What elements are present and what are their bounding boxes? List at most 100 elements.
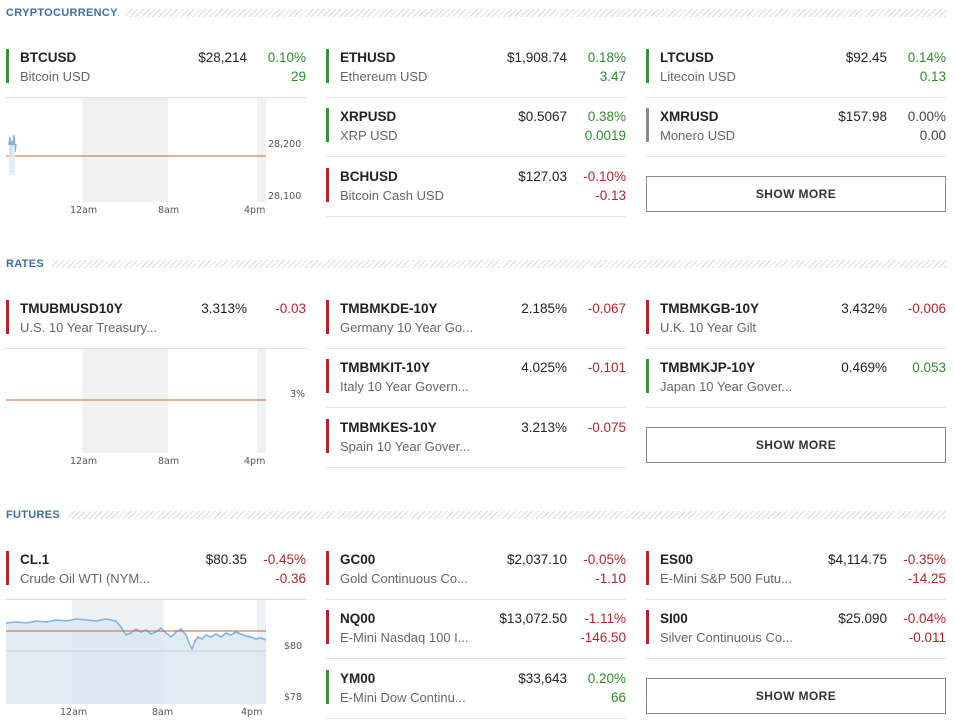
quote-row[interactable]: NQ00 E-Mini Nasdaq 100 I... $13,072.50 -… [326, 605, 626, 659]
crypto-mini-chart: 28,200 28,100 12am 8am 4pm [6, 97, 306, 219]
section-header-futures: FUTURES [6, 508, 946, 522]
quote-symbol[interactable]: TMBMKIT-10Y [340, 360, 431, 375]
quote-name: Italy 10 Year Govern... [340, 379, 469, 394]
y-tick-label: $78 [284, 692, 302, 703]
quote-percent-change: -0.10% [583, 169, 626, 184]
quote-name: Germany 10 Year Go... [340, 320, 473, 335]
quote-name: U.S. 10 Year Treasury... [20, 320, 158, 335]
trend-bar [646, 108, 649, 142]
x-tick-label: 4pm [241, 707, 262, 718]
quote-percent-change: -0.05% [583, 552, 626, 567]
quote-name: Bitcoin Cash USD [340, 188, 445, 203]
y-tick-label: $80 [284, 641, 302, 652]
quote-row[interactable]: LTCUSD Litecoin USD $92.45 0.14% 0.13 [646, 44, 946, 98]
y-tick-label: 28,100 [268, 191, 301, 202]
quote-symbol[interactable]: ETHUSD [340, 50, 396, 65]
quote-symbol[interactable]: XRPUSD [340, 109, 397, 124]
quote-price: $28,214 [198, 50, 247, 65]
trend-bar [326, 610, 329, 644]
quote-name: E-Mini Nasdaq 100 I... [340, 630, 469, 645]
quote-change: -0.03 [275, 301, 306, 316]
quote-yield: 3.213% [521, 420, 567, 435]
quote-name: Gold Continuous Co... [340, 571, 468, 586]
quote-symbol[interactable]: LTCUSD [660, 50, 714, 65]
quote-price: $0.5067 [518, 109, 567, 124]
quote-price: $13,072.50 [499, 611, 567, 626]
quote-row[interactable]: TMBMKES-10Y Spain 10 Year Gover... 3.213… [326, 414, 626, 468]
quote-name: Spain 10 Year Gover... [340, 439, 471, 454]
trend-bar [6, 49, 9, 83]
quote-symbol[interactable]: TMBMKGB-10Y [660, 301, 760, 316]
quote-row[interactable]: YM00 E-Mini Dow Continu... $33,643 0.20%… [326, 665, 626, 719]
quote-row[interactable]: TMUBMUSD10Y U.S. 10 Year Treasury... 3.3… [6, 295, 306, 349]
section-title[interactable]: CRYPTOCURRENCY [6, 7, 118, 19]
quote-row[interactable]: TMBMKJP-10Y Japan 10 Year Gover... 0.469… [646, 354, 946, 408]
x-tick-label: 8am [158, 205, 179, 216]
section-divider [125, 9, 946, 17]
quote-change: -1.10 [595, 571, 626, 586]
show-more-button[interactable]: SHOW MORE [646, 176, 946, 212]
quote-name: Silver Continuous Co... [660, 630, 793, 645]
y-tick-label: 3% [290, 389, 305, 400]
quote-percent-change: 0.14% [907, 50, 946, 65]
quote-symbol[interactable]: BTCUSD [20, 50, 77, 65]
quote-row[interactable]: XMRUSD Monero USD $157.98 0.00% 0.00 [646, 103, 946, 157]
quote-row[interactable]: TMBMKDE-10Y Germany 10 Year Go... 2.185%… [326, 295, 626, 349]
quote-row[interactable]: BCHUSD Bitcoin Cash USD $127.03 -0.10% -… [326, 163, 626, 217]
quote-symbol[interactable]: XMRUSD [660, 109, 719, 124]
quote-symbol[interactable]: TMBMKJP-10Y [660, 360, 756, 375]
quote-symbol[interactable]: TMBMKDE-10Y [340, 301, 438, 316]
quote-price: $80.35 [205, 552, 247, 567]
trend-bar [326, 49, 329, 83]
quote-symbol[interactable]: TMBMKES-10Y [340, 420, 437, 435]
quote-percent-change: -0.04% [903, 611, 946, 626]
section-divider [51, 260, 946, 268]
quote-percent-change: -1.11% [584, 611, 626, 626]
quote-row[interactable]: GC00 Gold Continuous Co... $2,037.10 -0.… [326, 546, 626, 600]
quote-symbol[interactable]: YM00 [340, 671, 376, 686]
x-tick-label: 8am [158, 456, 179, 467]
quote-name: Japan 10 Year Gover... [660, 379, 793, 394]
quote-name: Ethereum USD [340, 69, 428, 84]
quote-symbol[interactable]: NQ00 [340, 611, 376, 626]
show-more-button[interactable]: SHOW MORE [646, 678, 946, 714]
quote-price: $127.03 [518, 169, 567, 184]
quote-symbol[interactable]: CL.1 [20, 552, 50, 567]
quote-symbol[interactable]: TMUBMUSD10Y [20, 301, 123, 316]
quote-symbol[interactable]: SI00 [660, 611, 688, 626]
quote-name: Bitcoin USD [20, 69, 91, 84]
quote-percent-change: 0.20% [587, 671, 626, 686]
show-more-button[interactable]: SHOW MORE [646, 427, 946, 463]
trend-bar [326, 359, 329, 393]
quote-change: 0.0019 [584, 128, 626, 143]
quote-row[interactable]: ES00 E-Mini S&P 500 Futu... $4,114.75 -0… [646, 546, 946, 600]
quote-row[interactable]: BTCUSD Bitcoin USD $28,214 0.10% 29 [6, 44, 306, 98]
trend-bar [6, 551, 9, 585]
section-title[interactable]: FUTURES [6, 509, 61, 521]
quote-row[interactable]: TMBMKIT-10Y Italy 10 Year Govern... 4.02… [326, 354, 626, 408]
x-tick-label: 8am [152, 707, 173, 718]
section-header-crypto: CRYPTOCURRENCY [6, 6, 946, 20]
quote-row[interactable]: XRPUSD XRP USD $0.5067 0.38% 0.0019 [326, 103, 626, 157]
quote-symbol[interactable]: ES00 [660, 552, 694, 567]
x-tick-label: 4pm [244, 456, 265, 467]
rates-mini-chart: 3% 12am 8am 4pm [6, 348, 306, 470]
section-title[interactable]: RATES [6, 258, 44, 270]
quote-row[interactable]: SI00 Silver Continuous Co... $25.090 -0.… [646, 605, 946, 659]
quote-row[interactable]: ETHUSD Ethereum USD $1,908.74 0.18% 3.47 [326, 44, 626, 98]
quote-symbol[interactable]: GC00 [340, 552, 376, 567]
x-tick-label: 12am [60, 707, 87, 718]
quote-change: 29 [290, 69, 306, 84]
quote-price: $4,114.75 [827, 552, 887, 567]
quote-name: Monero USD [660, 128, 736, 143]
quote-name: Litecoin USD [660, 69, 736, 84]
quote-name: U.K. 10 Year Gilt [660, 320, 757, 335]
quote-change: -0.075 [587, 420, 626, 435]
quote-symbol[interactable]: BCHUSD [340, 169, 398, 184]
trend-bar [646, 359, 649, 393]
quote-row[interactable]: CL.1 Crude Oil WTI (NYM... $80.35 -0.45%… [6, 546, 306, 600]
quote-name: E-Mini S&P 500 Futu... [660, 571, 792, 586]
quote-row[interactable]: TMBMKGB-10Y U.K. 10 Year Gilt 3.432% -0.… [646, 295, 946, 349]
trend-bar [6, 300, 9, 334]
trend-bar [326, 108, 329, 142]
